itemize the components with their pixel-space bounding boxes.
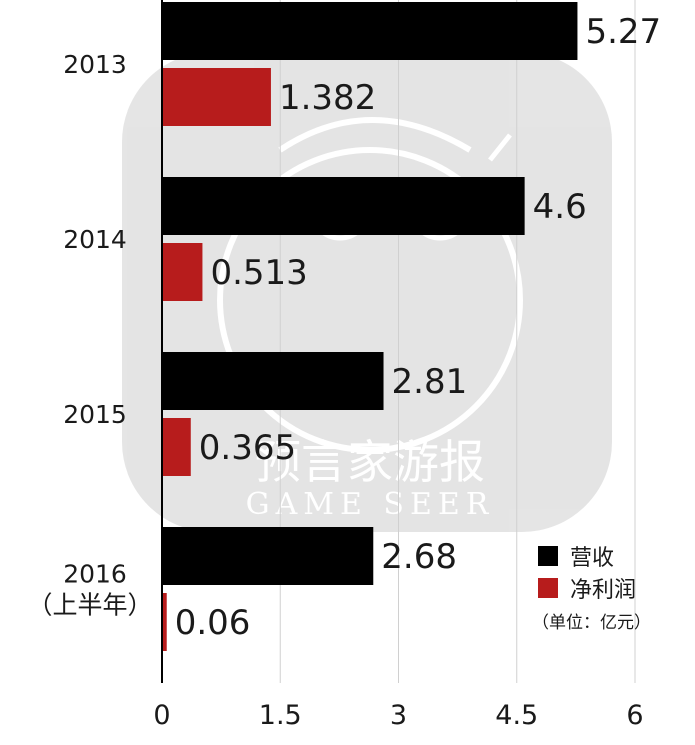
legend-swatch-net-profit (538, 578, 558, 598)
bar-revenue (162, 527, 374, 585)
value-label-net-profit: 0.365 (199, 428, 296, 468)
x-tick-label: 4.5 (495, 700, 538, 731)
x-tick-label: 6 (626, 700, 643, 731)
value-label-revenue: 5.27 (585, 12, 661, 52)
value-label-revenue: 2.68 (381, 537, 457, 577)
legend: 营收 净利润 （单位：亿元） (532, 546, 651, 633)
category-label: （上半年） (27, 591, 152, 620)
bars (162, 2, 578, 651)
value-label-revenue: 2.81 (392, 362, 468, 402)
bar-revenue (162, 352, 384, 410)
unit-label: （单位：亿元） (532, 613, 651, 633)
bar-net-profit (162, 68, 271, 126)
category-label: 2014 (63, 225, 127, 254)
value-label-net-profit: 0.06 (175, 603, 251, 643)
x-tick-labels: 0 1.5 3 4.5 6 (153, 700, 643, 731)
bar-net-profit (162, 418, 191, 476)
bar-net-profit (162, 593, 167, 651)
x-tick-label: 0 (153, 700, 170, 731)
watermark-logo: 预言家游报 GAME SEER (122, 52, 612, 532)
bar-revenue (162, 177, 525, 235)
value-labels: 5.27 1.382 4.6 0.513 2.81 0.365 2.68 0.06 (175, 12, 661, 643)
bar-revenue (162, 2, 578, 60)
category-label: 2016 (63, 560, 127, 589)
legend-label-net-profit: 净利润 (570, 578, 636, 603)
watermark-text: 预言家游报 (255, 435, 485, 489)
value-label-revenue: 4.6 (533, 187, 587, 227)
legend-swatch-revenue (538, 546, 558, 566)
watermark-subtext: GAME SEER (246, 487, 495, 522)
x-tick-label: 1.5 (259, 700, 302, 731)
category-labels: 2013 2014 2015 2016（上半年） (27, 50, 152, 620)
bar-net-profit (162, 243, 203, 301)
value-label-net-profit: 1.382 (279, 78, 376, 118)
legend-label-revenue: 营收 (570, 546, 614, 571)
x-tick-label: 3 (390, 700, 407, 731)
value-label-net-profit: 0.513 (210, 253, 307, 293)
category-label: 2015 (63, 400, 127, 429)
category-label: 2013 (63, 50, 127, 79)
